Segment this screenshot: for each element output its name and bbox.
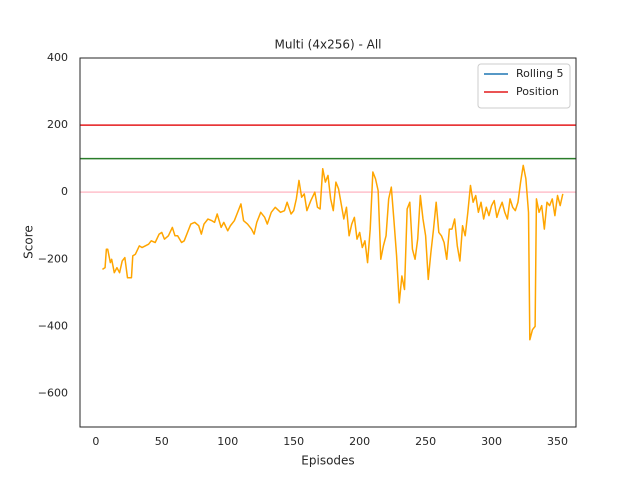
x-tick-label: 100 [217, 435, 238, 448]
chart-title: Multi (4x256) - All [275, 38, 382, 52]
legend-label: Position [516, 85, 559, 98]
x-axis-label: Episodes [301, 454, 354, 468]
x-tick-label: 150 [283, 435, 304, 448]
y-tick-label: 0 [61, 185, 68, 198]
x-tick-label: 50 [155, 435, 169, 448]
x-tick-label: 300 [481, 435, 502, 448]
data-line [102, 164, 564, 341]
plot-frame [79, 57, 577, 428]
x-tick-label: 200 [349, 435, 370, 448]
y-tick-label: −600 [38, 386, 68, 399]
y-axis-label: Score [22, 225, 36, 259]
y-tick-label: −200 [38, 252, 68, 265]
legend-box [477, 63, 571, 109]
x-tick-label: 350 [547, 435, 568, 448]
y-tick-label: 400 [47, 51, 68, 64]
legend-label: Rolling 5 [516, 67, 564, 80]
y-tick-label: −400 [38, 319, 68, 332]
x-tick-label: 250 [415, 435, 436, 448]
x-tick-label: 0 [92, 435, 99, 448]
y-tick-label: 200 [47, 118, 68, 131]
